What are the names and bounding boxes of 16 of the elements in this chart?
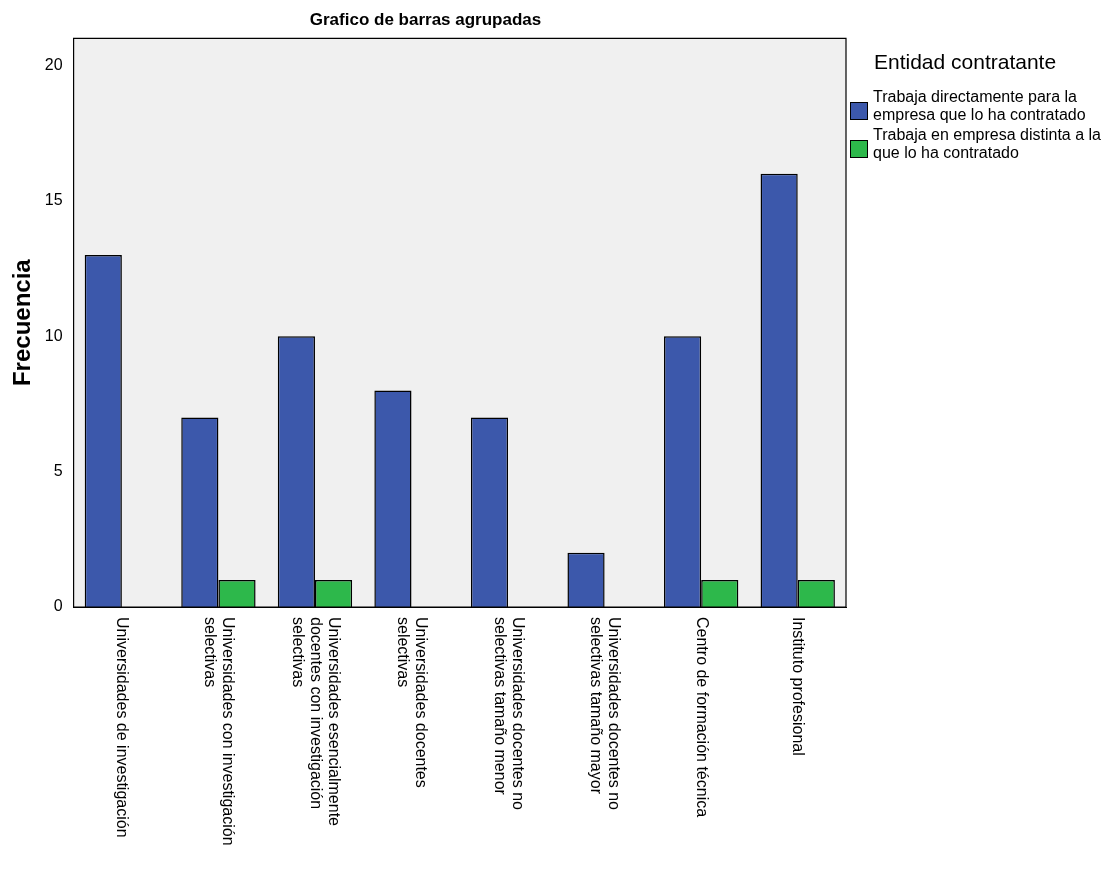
y-tick-label: 0	[53, 597, 63, 615]
chart-title: Grafico de barras agrupadas	[309, 9, 542, 29]
legend-label: Trabaja directamente para la empresa que lo ha contratado	[873, 88, 1087, 124]
y-tick-label: 10	[44, 326, 63, 344]
y-tick-label: 5	[53, 462, 63, 480]
y-axis-title: Frecuencia	[8, 258, 36, 387]
y-tick-label: 15	[44, 191, 63, 209]
x-tick-label: Universidades de investigación	[114, 617, 132, 838]
legend-label: Trabaja en empresa distinta a la que lo ha contratado	[873, 126, 1102, 162]
x-tick-label: Universidades con investigación selectivas	[202, 617, 238, 846]
x-tick-label: Universidades docentes selectivas	[395, 617, 431, 788]
x-tick-label: Instituto profesional	[790, 617, 808, 756]
x-tick-label: Universidades esencialmente docentes con investigación selectivas	[289, 617, 343, 827]
legend-title: Entidad contratante	[874, 50, 1058, 74]
y-tick-label: 20	[44, 55, 63, 73]
x-tick-label: Centro de formación técnica	[693, 617, 711, 818]
